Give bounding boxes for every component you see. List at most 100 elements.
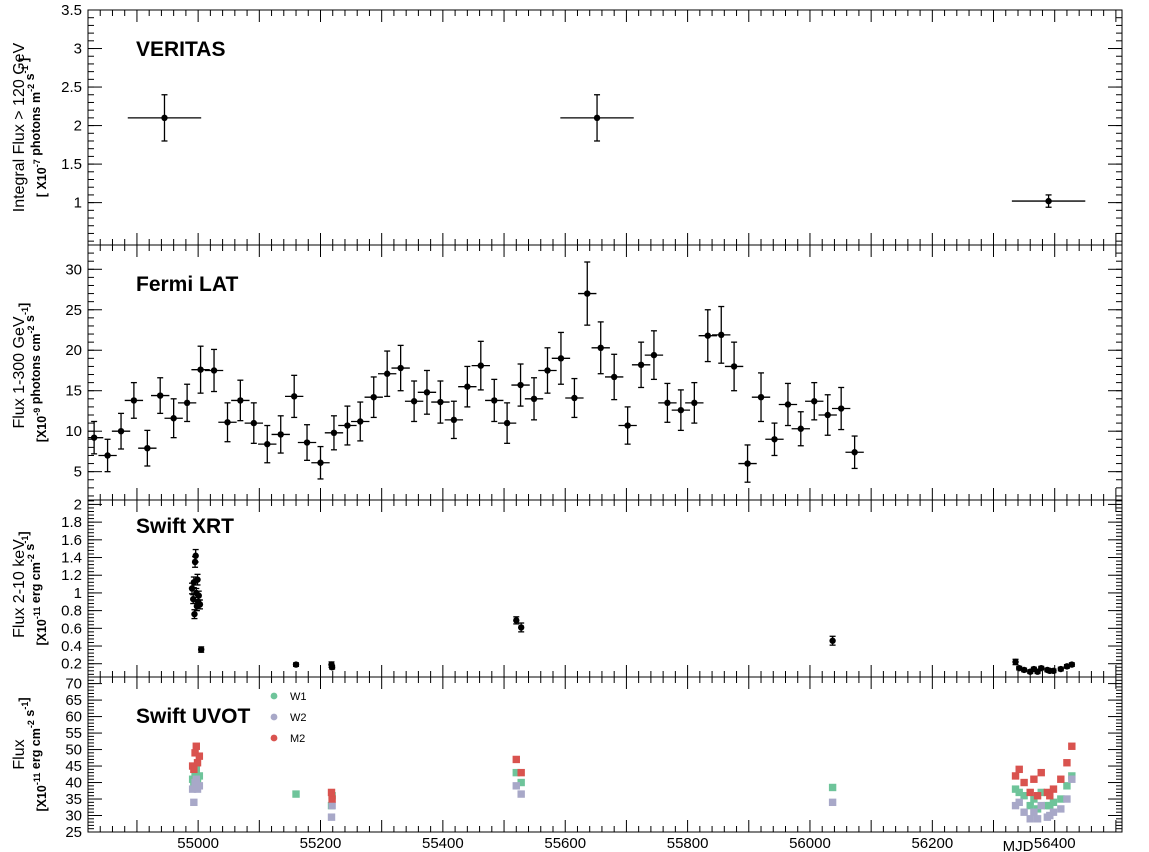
data-point [1049,785,1058,793]
data-point [328,801,336,810]
panel-frame [87,244,1123,501]
data-point [691,399,698,407]
y-axis-unit-group: [X10-11 erg cm-2 s-1] [17,697,49,811]
y-axis-label: Flux 1-300 GeV [11,316,28,428]
data-point [503,419,511,427]
y-axis-unit: [X10-9 photons cm-2 s-1] [17,303,49,442]
data-point [1063,795,1071,803]
data-point [1026,788,1034,797]
data-point [1063,782,1071,790]
data-point [1033,815,1042,823]
y-tick-label: 3 [74,41,82,58]
data-point [771,436,778,443]
data-point [237,397,244,404]
data-point [195,752,204,760]
data-point [410,398,418,405]
data-point [1049,798,1058,807]
y-axis-label: Flux [11,739,28,769]
data-point [1015,765,1023,774]
y-tick-label: 1.5 [61,156,82,173]
series-0 [188,548,1076,675]
data-point [1046,792,1054,800]
y-tick-label: 0.8 [61,603,82,620]
data-point [557,355,565,362]
data-point [1045,197,1052,205]
data-point [250,419,258,427]
data-point [677,406,685,414]
data-point [517,624,525,631]
data-point [828,783,837,792]
data-point [1015,798,1023,807]
data-layer [188,548,1076,675]
data-point [1033,792,1042,800]
y-tick-label: 40 [65,775,82,792]
legend: W1 W2 M2 [270,691,307,745]
y-tick-label: 5 [74,464,82,481]
data-point [357,418,364,425]
data-point [1050,667,1057,675]
data-point [593,114,601,122]
data-point [1068,661,1076,668]
data-point [1020,808,1028,816]
data-point [196,601,204,608]
data-point [513,617,520,624]
data-point [477,362,484,369]
y-tick-label: 70 [65,676,82,693]
data-point [1037,801,1045,810]
data-point [784,401,792,408]
y-tick-label: 60 [65,709,82,726]
data-point [517,381,524,389]
data-point [610,373,618,381]
data-point [292,790,300,798]
y-axis-unit-group: [X10-9 photons cm-2 s-1] [17,303,49,442]
data-point [851,449,858,456]
data-point [530,395,538,403]
data-point [328,795,336,803]
data-point [1012,658,1019,666]
legend-label-w2: W2 [290,712,307,724]
data-point [464,383,471,390]
y-tick-label: 0.2 [61,656,82,673]
data-point [156,392,164,399]
data-point [704,332,711,339]
series-0 [88,261,864,483]
legend-marker-w1 [270,692,278,700]
data-point [1057,665,1065,673]
data-point [195,592,202,599]
y-tick-label: 2 [74,118,82,135]
data-point [104,452,111,459]
y-tick-label: 2.5 [61,79,82,96]
data-point [637,361,645,369]
panel-title: Fermi LAT [136,273,238,296]
y-tick-label: 30 [65,808,82,825]
data-point [190,765,198,774]
data-point [1026,801,1034,810]
y-axis-unit-group: [ X10-7 photons m-2 s-1 ] [17,58,49,197]
data-point [1030,808,1038,816]
data-point [1011,772,1020,780]
data-point [1057,805,1065,813]
y-tick-label: 2 [74,496,82,513]
data-point [597,344,604,352]
series-M2 [188,742,1076,803]
data-point [664,399,671,407]
data-point [90,434,98,441]
x-tick-label: 56200 [911,835,953,852]
y-tick-label: 55 [65,725,82,742]
x-axis: 55000 55200 55400 55600 55800 56000 56200 56400… [177,835,1075,852]
data-point [584,290,591,297]
y-tick-label: 0.6 [61,620,82,637]
data-point [210,367,218,374]
data-point [195,782,204,790]
data-point [1049,808,1058,816]
legend-label-m2: M2 [290,733,305,745]
data-point [224,419,231,426]
panel-title: Swift XRT [136,515,234,538]
data-point [544,367,551,374]
data-point [383,370,391,377]
data-point [1030,775,1038,783]
panel-frame [87,9,1123,246]
data-point [397,364,404,372]
y-axis-label: Integral Flux > 120 GeV [11,42,28,212]
